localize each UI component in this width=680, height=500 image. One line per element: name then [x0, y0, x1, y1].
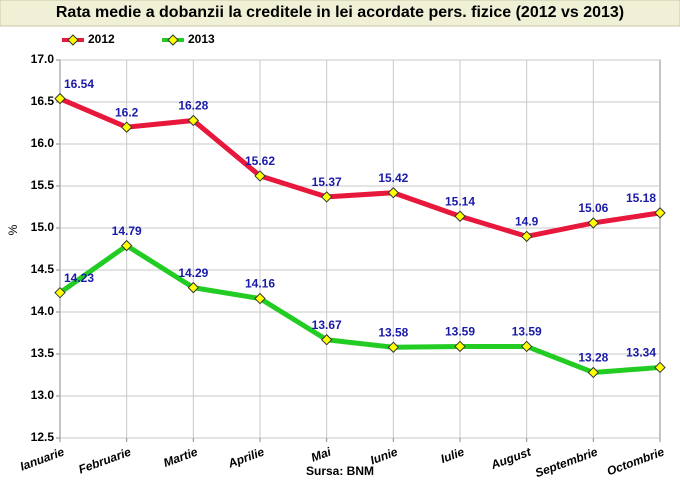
- y-axis-label: %: [6, 224, 20, 235]
- marker: [454, 340, 466, 353]
- marker: [320, 191, 333, 203]
- data-label: 14.16: [245, 277, 275, 291]
- x-tick-label: Iulie: [439, 445, 467, 466]
- data-label: 15.18: [626, 191, 656, 205]
- x-tick-label: Martie: [161, 445, 199, 470]
- marker: [120, 239, 133, 252]
- data-label: 14.23: [64, 271, 94, 285]
- legend-marker: [67, 34, 79, 46]
- data-label: 15.62: [245, 154, 275, 168]
- marker: [320, 334, 333, 346]
- y-tick-label: 15.0: [31, 220, 55, 234]
- data-label: 13.58: [378, 325, 408, 339]
- x-tick-label: Ianuarie: [18, 445, 66, 474]
- y-tick-label: 12.5: [31, 430, 55, 444]
- marker: [654, 361, 666, 374]
- y-tick-label: 13.0: [31, 388, 55, 402]
- legend-label: 2013: [188, 32, 215, 46]
- data-label: 15.06: [578, 201, 608, 215]
- x-tick-label: Mai: [309, 444, 333, 464]
- marker: [187, 114, 200, 127]
- marker: [387, 187, 400, 199]
- y-tick-label: 13.5: [31, 346, 55, 360]
- y-tick-label: 14.5: [31, 262, 55, 276]
- marker: [254, 292, 266, 305]
- source: Sursa: BNM: [306, 464, 374, 478]
- data-label: 16.28: [178, 99, 208, 113]
- marker: [654, 207, 666, 219]
- x-tick-label: Aprilie: [225, 445, 266, 471]
- data-label: 13.34: [626, 346, 656, 360]
- marker: [520, 230, 533, 243]
- data-label: 13.28: [578, 351, 608, 365]
- x-tick-label: Februarie: [77, 445, 133, 477]
- data-label: 15.14: [445, 194, 475, 208]
- marker: [54, 286, 66, 299]
- title-bar: [0, 0, 680, 27]
- series-line: [59, 96, 661, 239]
- marker: [187, 281, 200, 294]
- marker: [454, 210, 466, 222]
- data-label: 14.29: [178, 266, 208, 280]
- marker: [520, 340, 533, 353]
- data-label: 14.79: [112, 224, 142, 238]
- marker: [54, 92, 66, 105]
- legend-label: 2012: [88, 32, 115, 46]
- data-label: 13.59: [445, 325, 475, 339]
- marker: [587, 217, 600, 229]
- y-tick-label: 16.0: [31, 136, 55, 150]
- y-tick-label: 17.0: [31, 52, 55, 66]
- plot-area: [59, 59, 661, 439]
- data-label: 15.42: [378, 171, 408, 185]
- x-tick-label: Octombrie: [605, 445, 666, 479]
- x-tick-label: Iunie: [368, 445, 399, 468]
- chart-title: Rata medie a dobanzii la creditele in le…: [56, 4, 624, 21]
- marker: [120, 121, 133, 133]
- x-tick-label: August: [488, 444, 534, 472]
- data-label: 15.37: [312, 175, 342, 189]
- data-label: 16.54: [64, 77, 94, 91]
- data-label: 14.9: [515, 215, 539, 229]
- marker: [254, 170, 266, 182]
- y-tick-label: 14.0: [31, 304, 55, 318]
- data-label: 16.2: [115, 105, 139, 119]
- data-label: 13.67: [312, 318, 342, 332]
- y-tick-label: 16.5: [31, 94, 55, 108]
- series-line: [58, 243, 661, 375]
- marker: [387, 341, 400, 353]
- x-tick-label: Septembrie: [533, 445, 600, 481]
- marker: [587, 366, 600, 379]
- legend-marker: [167, 34, 179, 46]
- data-label: 13.59: [512, 325, 542, 339]
- y-tick-label: 15.5: [31, 178, 55, 192]
